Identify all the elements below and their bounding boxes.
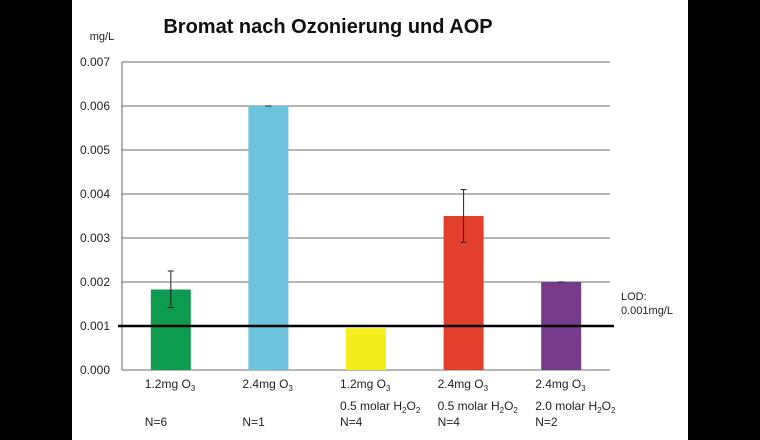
y-tick-label: 0.001 xyxy=(80,319,110,333)
bar xyxy=(346,328,386,370)
bar-chart: Bromat nach Ozonierung und AOP mg/L 0.00… xyxy=(80,16,673,429)
lod-label-line1: LOD: xyxy=(621,291,647,303)
category-n-label: N=6 xyxy=(145,415,168,429)
chart-title: Bromat nach Ozonierung und AOP xyxy=(163,16,492,38)
category-label-line1: 2.4mg O3 xyxy=(535,377,586,393)
category-label-line1: 2.4mg O3 xyxy=(242,377,293,393)
category-n-label: N=2 xyxy=(535,415,558,429)
y-tick-label: 0.007 xyxy=(80,55,110,69)
y-tick-label: 0.002 xyxy=(80,275,110,289)
y-tick-label: 0.004 xyxy=(80,187,110,201)
y-tick-label: 0.006 xyxy=(80,99,110,113)
category-label-line1: 1.2mg O3 xyxy=(145,377,196,393)
chart-canvas: Bromat nach Ozonierung und AOP mg/L 0.00… xyxy=(72,0,688,440)
lod-label-line2: 0.001mg/L xyxy=(621,305,673,317)
y-tick-label: 0.000 xyxy=(80,363,110,377)
category-n-label: N=1 xyxy=(242,415,265,429)
y-tick-label: 0.005 xyxy=(80,143,110,157)
category-label-line2: 2.0 molar H2O2 xyxy=(535,399,616,415)
category-n-label: N=4 xyxy=(438,415,461,429)
y-axis-unit: mg/L xyxy=(90,31,114,43)
y-tick-label: 0.003 xyxy=(80,231,110,245)
category-label-line1: 1.2mg O3 xyxy=(340,377,391,393)
bar xyxy=(248,106,289,370)
category-label-line1: 2.4mg O3 xyxy=(438,377,489,393)
category-label-line2: 0.5 molar H2O2 xyxy=(438,399,519,415)
category-n-label: N=4 xyxy=(340,415,363,429)
category-label-line2: 0.5 molar H2O2 xyxy=(340,399,421,415)
